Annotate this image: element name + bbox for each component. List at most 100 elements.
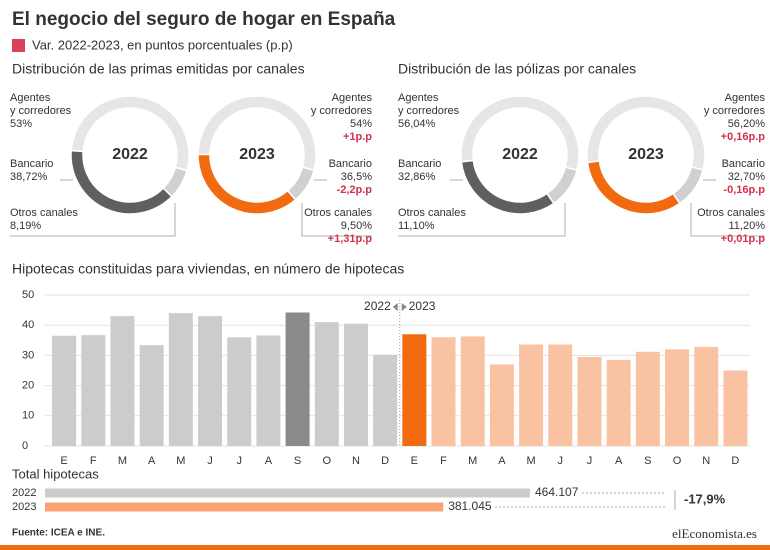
value-label: 38,72% [10, 171, 48, 183]
value-label: 54% [349, 118, 372, 130]
source: Fuente: ICEA e INE. [12, 528, 105, 539]
donut-segment [162, 166, 188, 198]
chart-subtitle: Distribución de las pólizas por canales [398, 61, 636, 77]
x-tick-label: E [411, 455, 418, 467]
bar [343, 323, 368, 446]
category-label: Otros canales [697, 207, 765, 219]
value-label: 11,10% [398, 220, 435, 232]
category-label: Agentes y corredores [10, 92, 72, 117]
value-label: 56,04% [398, 118, 436, 130]
x-tick-label: A [615, 455, 623, 467]
donut-center-label: 2022 [502, 146, 538, 163]
donut-segment [545, 166, 578, 205]
bar [548, 344, 573, 446]
x-tick-label: J [207, 455, 213, 467]
bar [45, 488, 530, 498]
value-label: 381.045 [448, 499, 492, 513]
donut-segment [197, 153, 297, 215]
x-tick-label: F [90, 455, 97, 467]
bar [431, 337, 456, 446]
x-tick-label: M [176, 455, 185, 467]
category-label: Bancario [721, 158, 765, 170]
donut-segment [460, 159, 555, 215]
value-label: 8,19% [10, 220, 42, 232]
donut-segment [286, 166, 315, 201]
x-tick-label: M [118, 455, 127, 467]
value-label: 32,70% [727, 171, 765, 183]
x-tick-label: O [673, 455, 682, 467]
donut-label: Otros canales 11,10% [398, 207, 466, 233]
change-label: -0,16p.p [723, 184, 765, 196]
y-tick-label: 20 [22, 380, 34, 392]
value-label: 53% [10, 118, 33, 130]
series-label: 2023 [409, 299, 436, 313]
bar [227, 337, 252, 446]
brand: elEconomista.es [672, 526, 757, 541]
bar [460, 336, 485, 446]
bar [110, 316, 135, 446]
donut-center-label: 2023 [239, 146, 275, 163]
x-tick-label: M [527, 455, 536, 467]
category-label: Bancario [328, 158, 372, 170]
x-tick-label: J [587, 455, 593, 467]
x-tick-label: J [558, 455, 564, 467]
leader-line [301, 203, 372, 237]
change-label: -2,2p.p [336, 184, 372, 196]
donut-label: Bancario 36,5% -2,2p.p [329, 158, 372, 197]
bar [45, 502, 444, 512]
legend-note: Var. 2022-2023, en puntos porcentuales (… [32, 37, 293, 52]
category-label: Otros canales [10, 207, 78, 219]
donut-center-label: 2023 [628, 146, 664, 163]
category-label: Bancario [398, 158, 442, 170]
value-label: 56,20% [727, 118, 765, 130]
change-label: +0,01p.p [720, 233, 765, 245]
category-label: Agentes y corredores [703, 92, 765, 117]
change-label: +1,31p.p [327, 233, 372, 245]
donut-label: Bancario 32,70% -0,16p.p [722, 158, 765, 197]
change-label: -17,9% [684, 491, 726, 506]
x-tick-label: S [644, 455, 651, 467]
bar [519, 344, 544, 446]
x-tick-label: F [440, 455, 447, 467]
bar [52, 335, 77, 446]
x-tick-label: A [265, 455, 273, 467]
bar [256, 335, 281, 446]
bar [373, 354, 398, 446]
bar [285, 312, 310, 446]
bar [694, 346, 719, 446]
value-label: 464.107 [535, 485, 579, 499]
change-label: +0,16p.p [720, 131, 765, 143]
x-tick-label: E [60, 455, 67, 467]
title: El negocio del seguro de hogar en España [12, 9, 396, 30]
bar [198, 316, 223, 446]
arrow [392, 303, 398, 311]
x-tick-label: J [236, 455, 242, 467]
donut-label: Otros canales 8,19% [10, 207, 78, 233]
series-label: 2022 [364, 299, 391, 313]
x-tick-label: S [294, 455, 301, 467]
donut-center-label: 2022 [112, 146, 148, 163]
y-tick-label: 40 [22, 319, 34, 331]
category-label: Otros canales [304, 207, 372, 219]
x-tick-label: D [381, 455, 389, 467]
bar [168, 313, 193, 446]
x-tick-label: O [323, 455, 332, 467]
y-tick-label: 0 [22, 440, 28, 452]
footer-bar [0, 545, 770, 550]
change-label: +1p.p [342, 131, 372, 143]
chart-subtitle: Distribución de las primas emitidas por … [12, 61, 305, 77]
legend-swatch [12, 39, 25, 52]
donut-label: Agentes y corredores 56,20% +0,16p.p [704, 92, 765, 144]
donut-label: Agentes y corredores 53% [10, 92, 71, 131]
category-label: Agentes y corredores [310, 92, 372, 117]
bar [81, 335, 106, 446]
bar [577, 356, 602, 446]
value-label: 32,86% [398, 171, 436, 183]
chart-subtitle: Total hipotecas [12, 466, 99, 481]
donut-label: Otros canales 9,50% +1,31p.p [304, 207, 372, 246]
bar [635, 351, 660, 446]
y-tick-label: 30 [22, 349, 34, 361]
donut-label: Bancario 32,86% [398, 158, 441, 184]
donut-label: Agentes y corredores 54% +1p.p [311, 92, 372, 144]
